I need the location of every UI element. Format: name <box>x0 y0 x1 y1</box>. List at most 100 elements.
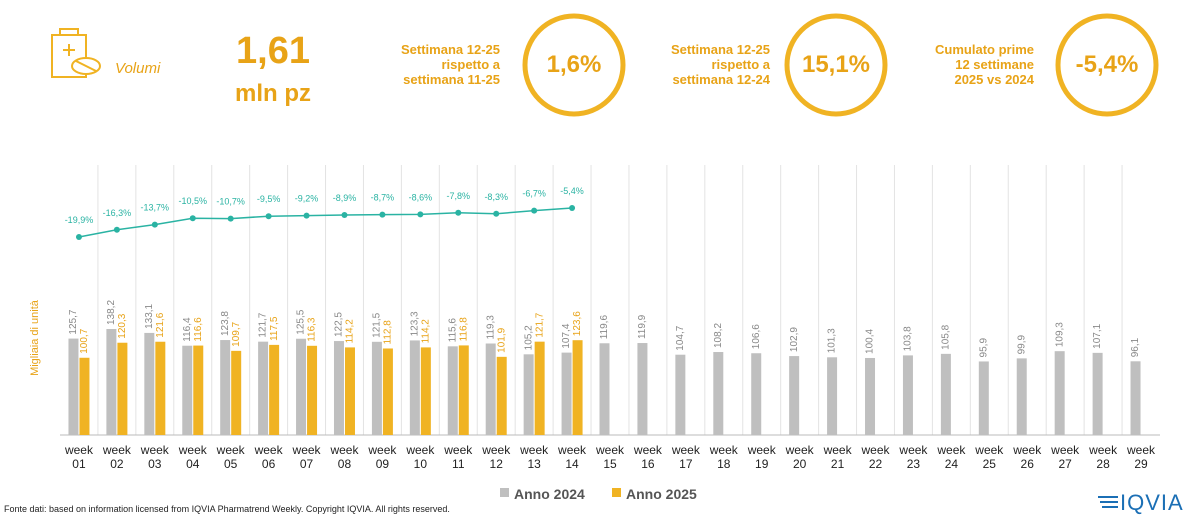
value-label: 122,5 <box>334 312 345 337</box>
bar <box>182 345 193 435</box>
bar <box>1092 352 1103 435</box>
x-tick-label: week 05 <box>216 443 245 471</box>
value-label: 107,1 <box>1092 323 1103 348</box>
icon-label: Volumi <box>115 60 161 77</box>
value-label: 133,1 <box>144 303 155 328</box>
bar <box>523 354 534 435</box>
trend-label: -10,7% <box>216 197 245 207</box>
total-unit: mln pz <box>235 80 311 107</box>
trend-label: -8,6% <box>409 192 433 202</box>
bar <box>902 355 913 435</box>
x-tick-label: week 16 <box>633 443 662 471</box>
value-label: 121,6 <box>155 312 166 337</box>
x-tick-label: week 18 <box>709 443 738 471</box>
value-label: 115,6 <box>447 318 458 343</box>
x-tick-label: week 17 <box>671 443 700 471</box>
trend-label: -6,7% <box>522 189 546 199</box>
trend-label: -5,4% <box>560 186 584 196</box>
bar <box>333 341 344 435</box>
value-label: 109,3 <box>1054 322 1065 347</box>
trend-point <box>493 210 500 217</box>
trend-label: -13,7% <box>141 203 170 213</box>
bar <box>827 357 838 435</box>
y-axis-label: Migliaia di unità <box>29 300 41 376</box>
x-tick-label: week 02 <box>102 443 131 471</box>
bar <box>269 344 280 435</box>
x-tick-label: week 27 <box>1051 443 1080 471</box>
trend-label: -10,5% <box>178 196 207 206</box>
volume-icon <box>51 28 101 78</box>
bar <box>561 352 572 435</box>
x-tick-label: week 01 <box>64 443 93 471</box>
value-label: 103,8 <box>903 326 914 351</box>
x-tick-label: week 28 <box>1089 443 1118 471</box>
kpi-label: Cumulato prime 12 settimane 2025 vs 2024 <box>935 42 1034 87</box>
legend-swatch <box>612 488 621 497</box>
x-tick-label: week 09 <box>368 443 397 471</box>
value-label: 123,8 <box>220 311 231 336</box>
trend-point <box>531 207 538 214</box>
x-tick-label: week 19 <box>747 443 776 471</box>
value-label: 109,7 <box>231 321 242 346</box>
bar <box>713 352 724 435</box>
trend-point <box>227 215 234 222</box>
value-label: 101,3 <box>827 328 838 353</box>
value-label: 105,8 <box>941 324 952 349</box>
x-tick-label: week 29 <box>1127 443 1156 471</box>
value-label: 125,7 <box>68 309 79 334</box>
x-tick-label: week 26 <box>1013 443 1042 471</box>
value-label: 105,2 <box>523 325 534 350</box>
bar <box>496 356 507 435</box>
bar <box>193 345 204 435</box>
trend-label: -16,3% <box>103 208 132 218</box>
x-tick-label: week 04 <box>178 443 207 471</box>
trend-point <box>455 209 462 216</box>
trend-point <box>303 212 310 219</box>
bar <box>307 345 318 435</box>
x-tick-label: week 20 <box>785 443 814 471</box>
bar <box>458 345 469 435</box>
bar <box>1130 361 1141 435</box>
x-tick-label: week 13 <box>520 443 549 471</box>
logo-mark <box>1098 496 1118 508</box>
value-label: 121,7 <box>534 312 545 337</box>
kpi-value: -5,4% <box>1075 51 1139 78</box>
kpi-value: 1,6% <box>546 51 602 78</box>
value-label: 125,5 <box>296 309 307 334</box>
bar <box>68 338 79 435</box>
value-label: 116,4 <box>182 317 193 342</box>
bar <box>789 356 800 435</box>
value-label: 117,5 <box>269 316 280 341</box>
bar <box>371 341 382 435</box>
trend-label: -9,2% <box>295 194 319 204</box>
value-label: 114,2 <box>345 319 356 344</box>
bar <box>572 340 583 435</box>
value-label: 107,4 <box>561 323 572 348</box>
kpi-circle <box>522 13 626 117</box>
kpi-circle <box>784 13 888 117</box>
x-tick-label: week 22 <box>861 443 890 471</box>
bar <box>751 353 762 435</box>
x-tick-label: week 23 <box>899 443 928 471</box>
x-tick-label: week 10 <box>406 443 435 471</box>
trend-label: -19,9% <box>65 215 94 225</box>
bar <box>106 329 117 435</box>
value-label: 119,3 <box>485 315 496 340</box>
bar <box>534 341 545 435</box>
trend-point <box>417 211 424 218</box>
value-label: 102,9 <box>789 327 800 352</box>
bar <box>382 348 393 435</box>
bar <box>409 340 420 435</box>
value-label: 120,3 <box>117 313 128 338</box>
bar <box>865 357 876 435</box>
x-tick-label: week 06 <box>254 443 283 471</box>
bar <box>485 343 496 435</box>
trend-label: -8,9% <box>333 193 357 203</box>
bar <box>1016 358 1027 435</box>
trend-point <box>341 212 348 218</box>
trend-label: -9,5% <box>257 194 281 204</box>
bar <box>637 343 648 435</box>
x-tick-label: week 11 <box>444 443 473 471</box>
trend-label: -7,8% <box>447 191 471 201</box>
